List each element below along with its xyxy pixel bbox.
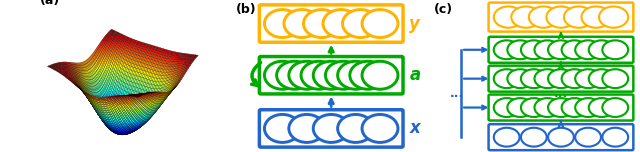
Circle shape (589, 69, 614, 88)
Circle shape (521, 128, 547, 147)
Circle shape (548, 69, 574, 88)
Circle shape (511, 7, 540, 28)
Circle shape (589, 98, 614, 117)
Circle shape (276, 61, 312, 89)
Text: (a): (a) (40, 0, 60, 7)
Circle shape (575, 40, 601, 59)
Circle shape (508, 40, 533, 59)
Text: ...: ... (450, 87, 464, 100)
Circle shape (313, 114, 349, 142)
Circle shape (326, 61, 362, 89)
FancyBboxPatch shape (259, 57, 403, 94)
Circle shape (547, 7, 575, 28)
Circle shape (534, 69, 560, 88)
Circle shape (548, 128, 574, 147)
Circle shape (264, 10, 300, 38)
Text: (c): (c) (434, 3, 453, 16)
Circle shape (589, 40, 614, 59)
Circle shape (303, 10, 339, 38)
Circle shape (289, 61, 324, 89)
Circle shape (602, 98, 628, 117)
Circle shape (338, 114, 374, 142)
Circle shape (521, 69, 547, 88)
Text: x: x (410, 119, 420, 137)
Circle shape (494, 40, 520, 59)
Circle shape (362, 10, 398, 38)
Circle shape (494, 128, 520, 147)
Text: (b): (b) (236, 3, 256, 16)
Circle shape (575, 128, 601, 147)
Circle shape (575, 98, 601, 117)
Circle shape (264, 61, 300, 89)
FancyBboxPatch shape (488, 95, 634, 121)
Circle shape (494, 98, 520, 117)
FancyBboxPatch shape (488, 37, 634, 63)
Circle shape (562, 40, 588, 59)
Circle shape (529, 7, 558, 28)
Circle shape (521, 40, 547, 59)
Circle shape (264, 114, 300, 142)
Circle shape (284, 10, 320, 38)
Circle shape (562, 98, 588, 117)
Circle shape (602, 40, 628, 59)
Text: y: y (410, 15, 420, 33)
FancyBboxPatch shape (488, 3, 634, 32)
Circle shape (534, 98, 560, 117)
Circle shape (508, 98, 533, 117)
Circle shape (342, 10, 378, 38)
Circle shape (582, 7, 611, 28)
Circle shape (548, 98, 574, 117)
Circle shape (301, 61, 337, 89)
Circle shape (575, 69, 601, 88)
Circle shape (362, 61, 398, 89)
FancyBboxPatch shape (259, 5, 403, 42)
Circle shape (313, 61, 349, 89)
Circle shape (508, 69, 533, 88)
FancyBboxPatch shape (488, 124, 634, 150)
Circle shape (564, 7, 593, 28)
Circle shape (602, 69, 628, 88)
Circle shape (362, 114, 398, 142)
Text: a: a (410, 66, 420, 84)
Text: ...: ... (554, 87, 568, 100)
Circle shape (323, 10, 359, 38)
Circle shape (562, 69, 588, 88)
Circle shape (534, 40, 560, 59)
Circle shape (289, 114, 324, 142)
Circle shape (494, 7, 523, 28)
Circle shape (599, 7, 628, 28)
Circle shape (548, 40, 574, 59)
Circle shape (602, 128, 628, 147)
Circle shape (521, 98, 547, 117)
Circle shape (350, 61, 386, 89)
Circle shape (338, 61, 374, 89)
Circle shape (494, 69, 520, 88)
FancyBboxPatch shape (259, 110, 403, 147)
FancyBboxPatch shape (488, 66, 634, 92)
